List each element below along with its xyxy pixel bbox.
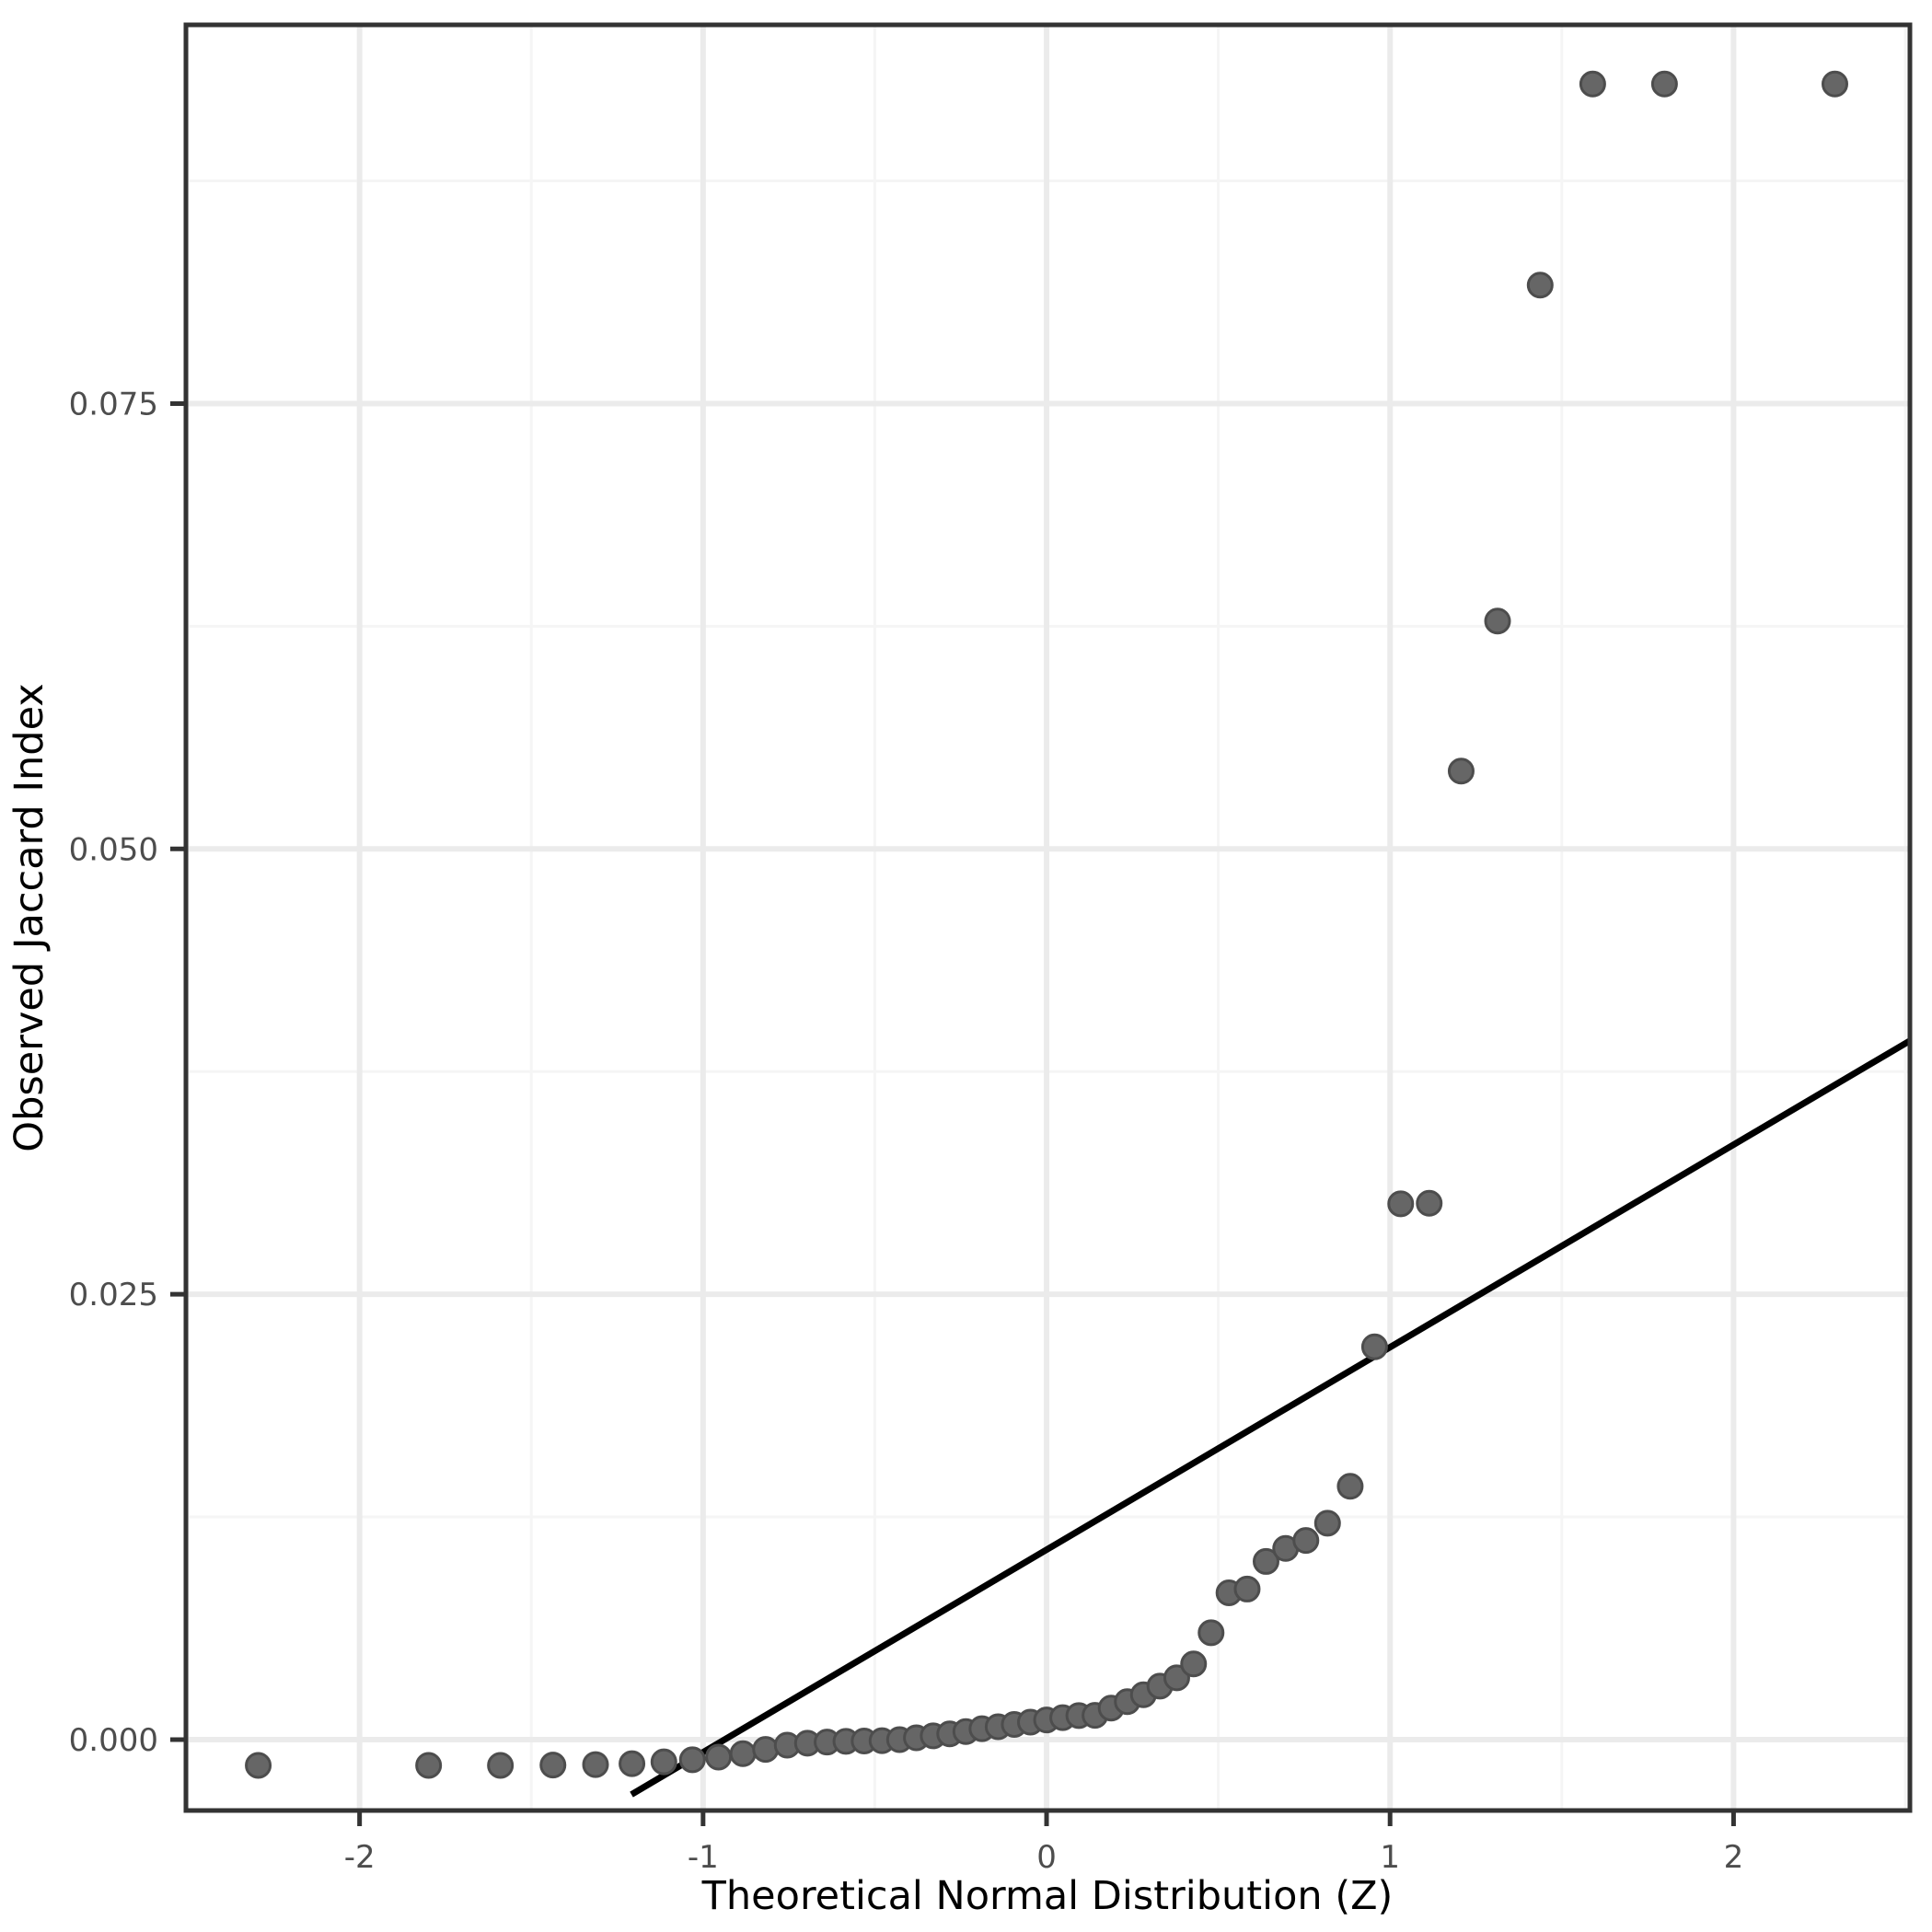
reference-line-layer [630, 1037, 1910, 1798]
scatter-point [1579, 70, 1606, 98]
scatter-point [1163, 1664, 1190, 1692]
scatter-point [1292, 1527, 1320, 1555]
scatter-point [582, 1751, 609, 1778]
scatter-point [539, 1752, 567, 1779]
scatter-point [1484, 607, 1511, 635]
scatter-point [1360, 1333, 1388, 1360]
scatter-point [1447, 758, 1475, 785]
x-tick-label: -1 [688, 1839, 719, 1876]
scatter-point [1526, 272, 1554, 299]
y-tick-label: 0.075 [69, 386, 158, 422]
x-tick-label: 1 [1380, 1839, 1400, 1876]
y-tick-label: 0.000 [69, 1722, 158, 1759]
scatter-point [1821, 70, 1848, 98]
x-tick-label: 2 [1724, 1839, 1744, 1876]
scatter-point [1336, 1473, 1364, 1500]
scatter-point [1416, 1189, 1443, 1217]
y-tick-label: 0.050 [69, 831, 158, 868]
scatter-point [1313, 1510, 1341, 1537]
x-axis-tick-marks [357, 1811, 1736, 1826]
qq-reference-line [630, 1037, 1910, 1798]
scatter-point [752, 1736, 780, 1764]
y-major-gridlines [186, 400, 1910, 1742]
y-tick-label: 0.025 [69, 1277, 158, 1313]
x-axis-title: Theoretical Normal Distribution (Z) [701, 1873, 1394, 1919]
scatter-point [1197, 1619, 1225, 1647]
scatter-point [1387, 1190, 1415, 1218]
x-major-gridlines [356, 25, 1737, 1811]
x-tick-label: 0 [1036, 1839, 1057, 1876]
scatter-point [245, 1752, 272, 1779]
scatter-point [678, 1746, 706, 1774]
scatter-point [619, 1750, 646, 1777]
scatter-point [650, 1748, 677, 1776]
scatter-point [1252, 1547, 1279, 1575]
y-axis-tick-marks [170, 400, 186, 1742]
scatter-point [1650, 70, 1678, 98]
scatter-point [487, 1752, 515, 1779]
scatter-points-layer [245, 70, 1848, 1779]
scatter-point [415, 1752, 443, 1779]
scatter-point [1233, 1575, 1261, 1602]
scatter-point [729, 1740, 757, 1767]
x-axis-tick-labels: -2 -1 0 1 2 [344, 1839, 1744, 1876]
scatter-point [1180, 1650, 1208, 1678]
scatter-point [705, 1743, 733, 1771]
y-axis-tick-labels: 0.000 0.025 0.050 0.075 [69, 386, 158, 1759]
y-axis-title: Observed Jaccard Index [6, 683, 52, 1151]
x-tick-label: -2 [344, 1839, 376, 1876]
